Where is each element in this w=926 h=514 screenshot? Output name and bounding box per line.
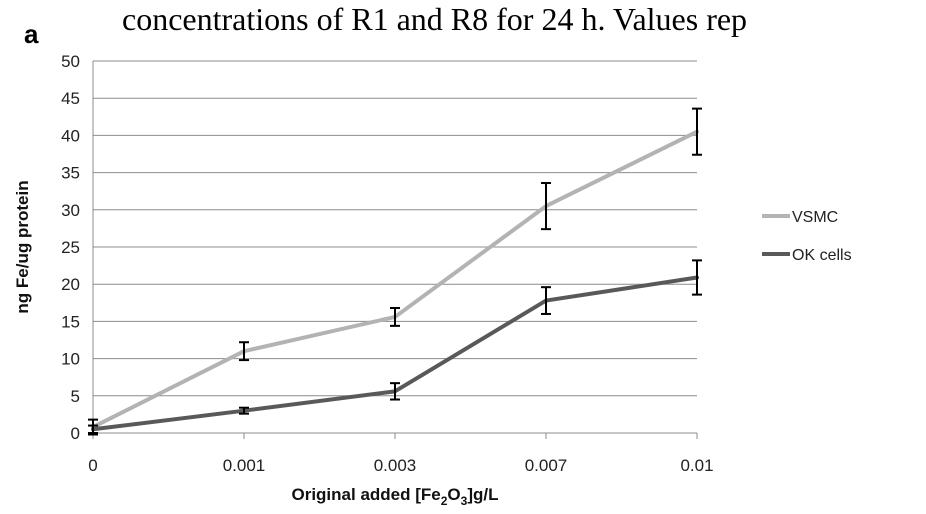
error-bar (692, 107, 702, 156)
error-bar (390, 307, 400, 327)
error-bar (88, 424, 98, 434)
x-title-subscript-2: 3 (461, 494, 468, 508)
y-axis-title: ng Fe/ug protein (13, 180, 32, 313)
legend-label: VSMC (792, 209, 838, 226)
x-tick-label: 0 (88, 456, 97, 475)
y-tick-label: 10 (61, 350, 80, 369)
legend: VSMC OK cells (762, 209, 852, 264)
error-bar (541, 182, 551, 231)
y-tick-label: 15 (61, 312, 80, 331)
x-tick-label: 0.007 (525, 456, 568, 475)
error-bar (541, 286, 551, 315)
error-bar (239, 406, 249, 415)
y-tick-label: 0 (71, 424, 80, 443)
panel-label: a (24, 19, 39, 49)
figure-caption: concentrations of R1 and R8 for 24 h. Va… (122, 1, 747, 37)
x-title-part-1: Original added [Fe (291, 485, 440, 504)
y-tick-label: 35 (61, 164, 80, 183)
y-tick-label: 50 (61, 52, 80, 71)
error-bar (692, 259, 702, 296)
x-title-part-3: ]g/L (467, 485, 498, 504)
x-tick-label: 0.01 (680, 456, 713, 475)
series-line-1 (91, 275, 699, 432)
x-title-subscript-1: 2 (441, 494, 448, 508)
x-tick-label: 0.003 (374, 456, 417, 475)
legend-label: OK cells (792, 247, 852, 264)
x-title-part-2: O (447, 485, 460, 504)
error-bar (239, 341, 249, 362)
x-axis-title: Original added [Fe2O3]g/L (291, 485, 498, 508)
error-bar (390, 382, 400, 401)
y-tick-label: 20 (61, 275, 80, 294)
x-tick-label: 0.001 (223, 456, 266, 475)
y-tick-label: 45 (61, 89, 80, 108)
y-tick-label: 40 (61, 126, 80, 145)
x-tick-labels: 0 0.001 0.003 0.007 0.01 (88, 456, 713, 475)
y-tick-label: 5 (71, 387, 80, 406)
gridlines (92, 60, 698, 439)
y-tick-labels: 0 5 10 15 20 25 30 35 40 45 50 (61, 52, 80, 443)
y-tick-label: 30 (61, 201, 80, 220)
error-bars (88, 107, 702, 436)
y-tick-label: 25 (61, 238, 80, 257)
